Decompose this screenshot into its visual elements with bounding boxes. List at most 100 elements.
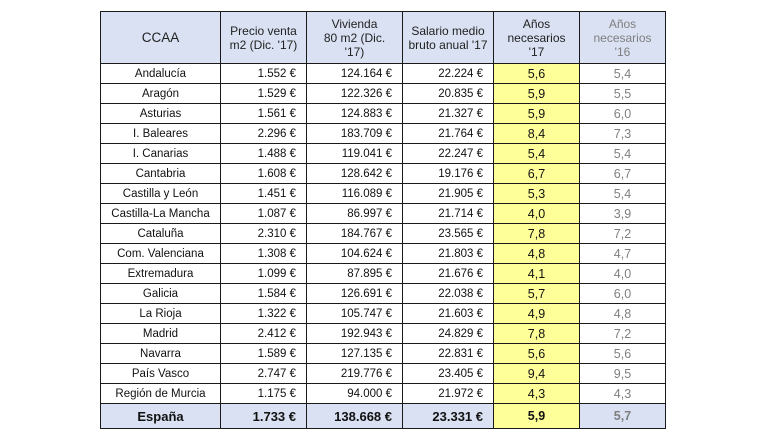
header-anos-16: Años necesarios '16: [579, 11, 666, 64]
cell-salario: 19.176 €: [402, 163, 494, 184]
cell-anos-16: 5,5: [579, 83, 666, 104]
cell-anos-17: 5,9: [493, 103, 580, 124]
cell-anos-16: 3,9: [579, 203, 666, 224]
cell-anos-17: 4,0: [493, 203, 580, 224]
header-salario: Salario medio bruto anual '17: [402, 11, 494, 64]
cell-anos-17: 7,8: [493, 223, 580, 244]
cell-salario: 22.224 €: [402, 63, 494, 84]
header-anos-17-line-2: necesarios: [507, 30, 566, 45]
cell-salario: 23.565 €: [402, 223, 494, 244]
cell-salario: 22.831 €: [402, 343, 494, 364]
table-row: Extremadura 1.099 €87.895 €21.676 €4,1 4,0: [100, 263, 666, 284]
cell-anos-16: 6,0: [579, 283, 666, 304]
cell-anos-16: 6,0: [579, 103, 666, 124]
cell-ccaa: Madrid: [100, 323, 221, 344]
cell-salario: 21.972 €: [402, 383, 494, 404]
table-row: I. Baleares 2.296 €183.709 €21.764 €8,4 7,…: [100, 123, 666, 144]
cell-anos-17: 4,9: [493, 303, 580, 324]
cell-salario: 21.676 €: [402, 263, 494, 284]
total-precio: 1.733 €: [220, 403, 307, 429]
cell-anos-16: 4,8: [579, 303, 666, 324]
table-row: Madrid 2.412 €192.943 €24.829 €7,8 7,2: [100, 323, 666, 344]
header-ccaa: CCAA: [100, 11, 221, 64]
cell-salario: 22.038 €: [402, 283, 494, 304]
cell-precio: 1.561 €: [220, 103, 307, 124]
cell-precio: 1.451 €: [220, 183, 307, 204]
cell-anos-17: 5,6: [493, 63, 580, 84]
cell-salario: 21.714 €: [402, 203, 494, 224]
cell-precio: 1.087 €: [220, 203, 307, 224]
header-row: CCAA Precio venta m2 (Dic. '17) Vivienda…: [100, 11, 666, 64]
cell-ccaa: Cantabria: [100, 163, 221, 184]
total-vivienda: 138.668 €: [306, 403, 403, 429]
total-anos-16: 5,7: [579, 403, 666, 429]
cell-vivienda: 119.041 €: [306, 143, 403, 164]
cell-salario: 21.764 €: [402, 123, 494, 144]
cell-anos-17: 5,6: [493, 343, 580, 364]
cell-ccaa: País Vasco: [100, 363, 221, 384]
cell-ccaa: La Rioja: [100, 303, 221, 324]
table-row: País Vasco 2.747 €219.776 €23.405 €9,4 9,5: [100, 363, 666, 384]
cell-vivienda: 127.135 €: [306, 343, 403, 364]
header-anos-17-line-1: Años: [522, 16, 551, 31]
table-row: Com. Valenciana 1.308 €104.624 €21.803 €4…: [100, 243, 666, 264]
cell-precio: 1.175 €: [220, 383, 307, 404]
cell-vivienda: 86.997 €: [306, 203, 403, 224]
table-row: Asturias 1.561 €124.883 €21.327 €5,9 6,0: [100, 103, 666, 124]
header-precio-line-1: Precio venta: [230, 23, 297, 38]
header-anos-16-line-1: Años: [608, 16, 637, 31]
table-row: Galicia 1.584 €126.691 €22.038 €5,7 6,0: [100, 283, 666, 304]
cell-vivienda: 104.624 €: [306, 243, 403, 264]
table-row: Castilla y León 1.451 €116.089 €21.905 €5…: [100, 183, 666, 204]
cell-salario: 23.405 €: [402, 363, 494, 384]
cell-salario: 21.603 €: [402, 303, 494, 324]
cell-ccaa: Extremadura: [100, 263, 221, 284]
cell-ccaa: I. Baleares: [100, 123, 221, 144]
header-vivienda-line-2: 80 m2 (Dic.: [323, 30, 386, 45]
cell-precio: 1.099 €: [220, 263, 307, 284]
cell-vivienda: 128.642 €: [306, 163, 403, 184]
cell-anos-16: 7,2: [579, 323, 666, 344]
cell-ccaa: Andalucía: [100, 63, 221, 84]
cell-ccaa: Aragón: [100, 83, 221, 104]
header-vivienda-line-3: '17): [344, 44, 365, 59]
cell-vivienda: 87.895 €: [306, 263, 403, 284]
table-row: Navarra 1.589 €127.135 €22.831 €5,6 5,6: [100, 343, 666, 364]
total-name: España: [100, 403, 221, 429]
cell-precio: 2.412 €: [220, 323, 307, 344]
cell-ccaa: Navarra: [100, 343, 221, 364]
cell-vivienda: 122.326 €: [306, 83, 403, 104]
table-row: Aragón 1.529 €122.326 €20.835 €5,9 5,5: [100, 83, 666, 104]
cell-anos-16: 7,3: [579, 123, 666, 144]
housing-affordability-table: CCAA Precio venta m2 (Dic. '17) Vivienda…: [100, 11, 666, 429]
cell-anos-17: 8,4: [493, 123, 580, 144]
cell-ccaa: Castilla-La Mancha: [100, 203, 221, 224]
cell-anos-17: 5,3: [493, 183, 580, 204]
cell-precio: 1.584 €: [220, 283, 307, 304]
cell-anos-17: 4,1: [493, 263, 580, 284]
cell-precio: 1.322 €: [220, 303, 307, 324]
cell-ccaa: Com. Valenciana: [100, 243, 221, 264]
cell-anos-16: 5,4: [579, 143, 666, 164]
table-row: Andalucía 1.552 €124.164 €22.224 €5,6 5,4: [100, 63, 666, 84]
cell-precio: 1.552 €: [220, 63, 307, 84]
cell-salario: 21.327 €: [402, 103, 494, 124]
table-row: La Rioja 1.322 €105.747 €21.603 €4,9 4,8: [100, 303, 666, 324]
table-row: Cataluña 2.310 €184.767 €23.565 €7,8 7,2: [100, 223, 666, 244]
cell-salario: 22.247 €: [402, 143, 494, 164]
cell-precio: 2.296 €: [220, 123, 307, 144]
cell-anos-17: 4,3: [493, 383, 580, 404]
cell-vivienda: 94.000 €: [306, 383, 403, 404]
cell-vivienda: 126.691 €: [306, 283, 403, 304]
cell-ccaa: Asturias: [100, 103, 221, 124]
header-salario-line-2: bruto anual '17: [408, 37, 488, 52]
table-row: I. Canarias 1.488 €119.041 €22.247 €5,4 5,…: [100, 143, 666, 164]
cell-precio: 1.608 €: [220, 163, 307, 184]
cell-anos-17: 4,8: [493, 243, 580, 264]
header-anos-17-line-3: '17: [528, 44, 545, 59]
table-body: Andalucía 1.552 €124.164 €22.224 €5,6 5,4 A…: [100, 63, 666, 404]
cell-vivienda: 124.164 €: [306, 63, 403, 84]
cell-anos-17: 7,8: [493, 323, 580, 344]
cell-ccaa: Castilla y León: [100, 183, 221, 204]
cell-anos-16: 5,6: [579, 343, 666, 364]
